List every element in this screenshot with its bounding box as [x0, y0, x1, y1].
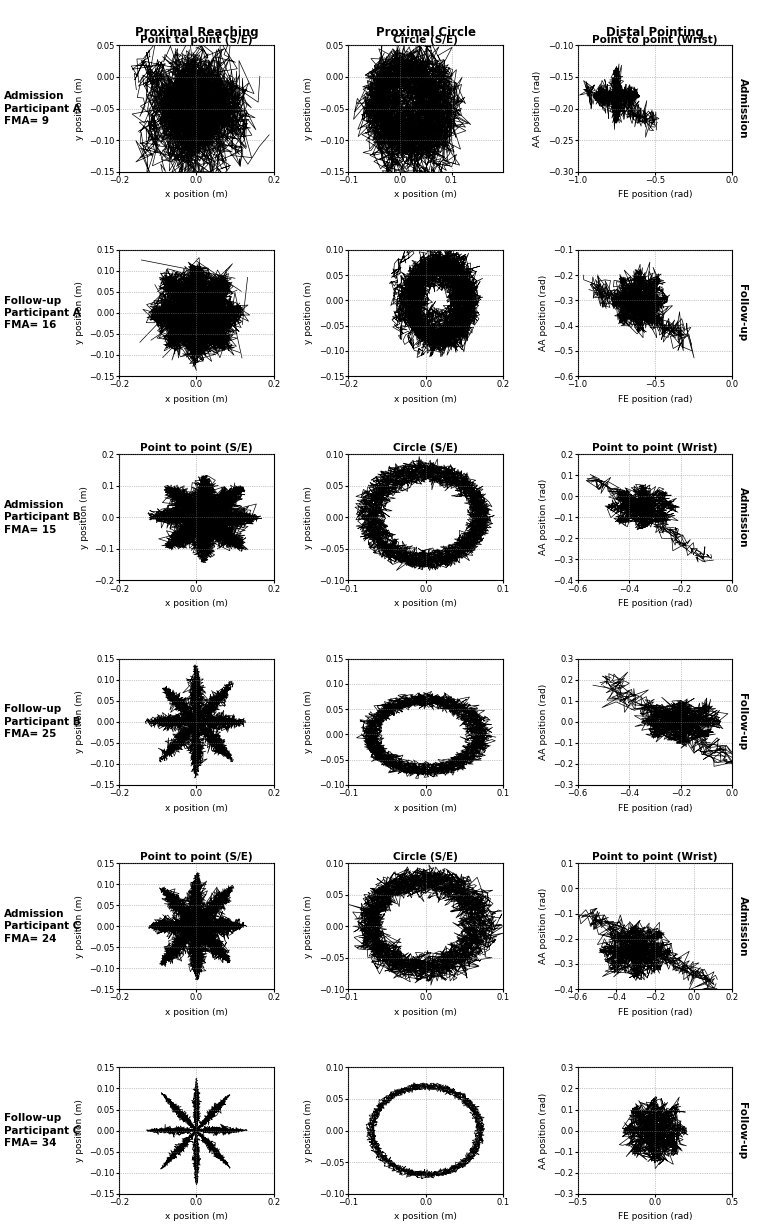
- X-axis label: x position (m): x position (m): [394, 803, 457, 813]
- Title: Point to point (S/E): Point to point (S/E): [140, 34, 252, 44]
- Y-axis label: y position (m): y position (m): [304, 895, 313, 958]
- Y-axis label: AA position (rad): AA position (rad): [538, 684, 548, 760]
- Y-axis label: y position (m): y position (m): [80, 486, 89, 549]
- Text: Admission: Admission: [737, 79, 748, 139]
- X-axis label: x position (m): x position (m): [394, 190, 457, 199]
- Title: Point to point (S/E): Point to point (S/E): [140, 443, 252, 453]
- Title: Point to point (S/E): Point to point (S/E): [140, 852, 252, 862]
- Y-axis label: y position (m): y position (m): [75, 895, 84, 958]
- X-axis label: FE position (rad): FE position (rad): [617, 1008, 693, 1017]
- Y-axis label: AA position (rad): AA position (rad): [538, 479, 548, 555]
- Text: Admission
Participant C
FMA= 24: Admission Participant C FMA= 24: [4, 909, 81, 943]
- Text: Follow-up: Follow-up: [737, 285, 748, 341]
- Text: Proximal Circle: Proximal Circle: [376, 26, 476, 39]
- Y-axis label: y position (m): y position (m): [304, 690, 313, 753]
- X-axis label: FE position (rad): FE position (rad): [617, 190, 693, 199]
- Y-axis label: y position (m): y position (m): [304, 281, 313, 344]
- Y-axis label: AA position (rad): AA position (rad): [538, 275, 548, 351]
- X-axis label: x position (m): x position (m): [165, 599, 228, 608]
- Text: Distal Pointing: Distal Pointing: [606, 26, 704, 39]
- Title: Point to point (Wrist): Point to point (Wrist): [592, 443, 718, 453]
- Y-axis label: AA position (rad): AA position (rad): [538, 888, 548, 964]
- Title: Circle (S/E): Circle (S/E): [393, 443, 458, 453]
- Text: Follow-up
Participant A
FMA= 16: Follow-up Participant A FMA= 16: [4, 296, 81, 330]
- Y-axis label: y position (m): y position (m): [75, 77, 84, 140]
- Y-axis label: y position (m): y position (m): [304, 77, 313, 140]
- Text: Proximal Reaching: Proximal Reaching: [134, 26, 258, 39]
- X-axis label: x position (m): x position (m): [394, 1212, 457, 1222]
- X-axis label: x position (m): x position (m): [394, 394, 457, 404]
- Text: Admission: Admission: [737, 896, 748, 957]
- Text: Admission
Participant A
FMA= 9: Admission Participant A FMA= 9: [4, 91, 81, 126]
- Y-axis label: y position (m): y position (m): [75, 690, 84, 753]
- X-axis label: FE position (rad): FE position (rad): [617, 394, 693, 404]
- Text: Admission: Admission: [737, 488, 748, 548]
- Title: Circle (S/E): Circle (S/E): [393, 852, 458, 862]
- Title: Circle (S/E): Circle (S/E): [393, 34, 458, 44]
- X-axis label: x position (m): x position (m): [394, 1008, 457, 1017]
- Y-axis label: y position (m): y position (m): [75, 1099, 84, 1162]
- Text: Admission
Participant B
FMA= 15: Admission Participant B FMA= 15: [4, 500, 81, 534]
- X-axis label: x position (m): x position (m): [165, 394, 228, 404]
- X-axis label: x position (m): x position (m): [165, 1212, 228, 1222]
- X-axis label: FE position (rad): FE position (rad): [617, 1212, 693, 1222]
- Text: Follow-up: Follow-up: [737, 693, 748, 750]
- Title: Point to point (Wrist): Point to point (Wrist): [592, 34, 718, 44]
- Y-axis label: y position (m): y position (m): [304, 486, 313, 549]
- Y-axis label: AA position (rad): AA position (rad): [538, 1093, 548, 1169]
- Y-axis label: y position (m): y position (m): [304, 1099, 313, 1162]
- Y-axis label: y position (m): y position (m): [75, 281, 84, 344]
- Text: Follow-up
Participant B
FMA= 25: Follow-up Participant B FMA= 25: [4, 705, 81, 739]
- X-axis label: FE position (rad): FE position (rad): [617, 599, 693, 608]
- Text: Follow-up: Follow-up: [737, 1102, 748, 1159]
- X-axis label: x position (m): x position (m): [165, 1008, 228, 1017]
- X-axis label: x position (m): x position (m): [394, 599, 457, 608]
- Y-axis label: AA position (rad): AA position (rad): [533, 70, 542, 146]
- Title: Point to point (Wrist): Point to point (Wrist): [592, 852, 718, 862]
- X-axis label: x position (m): x position (m): [165, 190, 228, 199]
- Text: Follow-up
Participant C
FMA= 34: Follow-up Participant C FMA= 34: [4, 1113, 81, 1148]
- X-axis label: FE position (rad): FE position (rad): [617, 803, 693, 813]
- X-axis label: x position (m): x position (m): [165, 803, 228, 813]
